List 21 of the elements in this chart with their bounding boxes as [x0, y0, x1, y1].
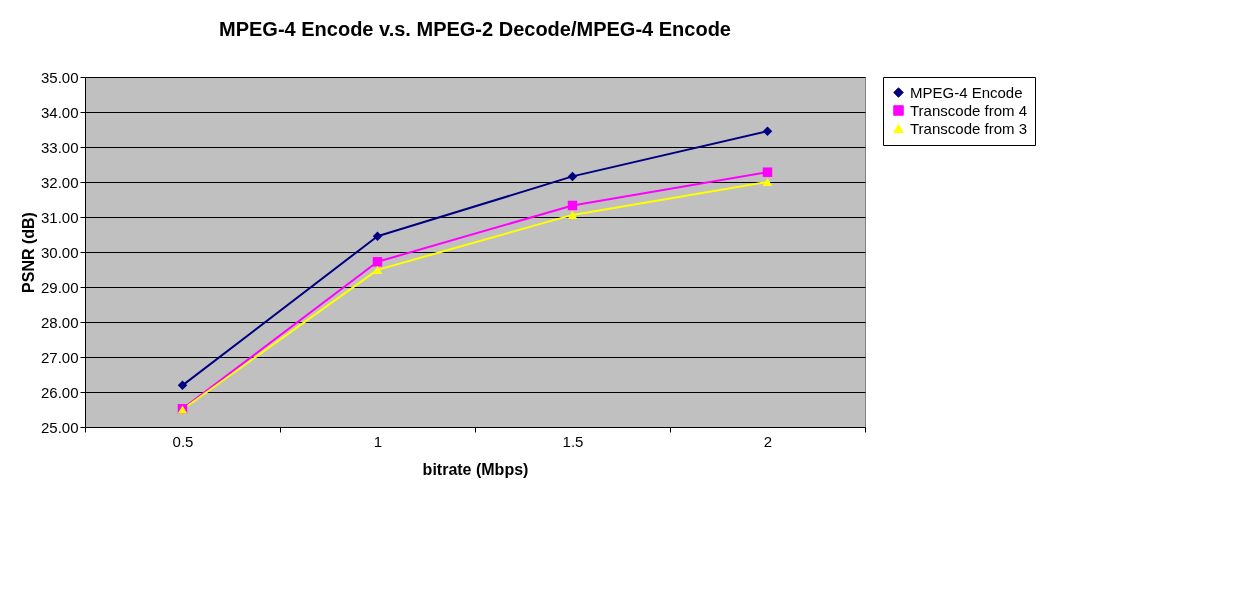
- y-tick-label: 32.00: [40, 173, 79, 191]
- legend-label: MPEG-4 Encode: [910, 83, 1023, 101]
- y-tick-label: 25.00: [40, 418, 79, 436]
- legend-label: Transcode from 3: [910, 119, 1027, 137]
- y-axis-title: PSNR (dB): [19, 212, 37, 293]
- y-tick-label: 29.00: [40, 278, 79, 296]
- legend-label: Transcode from 4: [910, 101, 1027, 119]
- y-tick-label: 27.00: [40, 348, 79, 366]
- y-tick-label: 26.00: [40, 383, 79, 401]
- y-tick-label: 31.00: [40, 208, 79, 226]
- x-tick-label: 1: [373, 432, 383, 450]
- y-tick-label: 30.00: [40, 243, 79, 261]
- x-axis-title: bitrate (Mbps): [422, 460, 529, 478]
- y-tick-label: 33.00: [40, 138, 79, 156]
- y-tick-label: 35.00: [40, 68, 79, 86]
- y-tick-label: 28.00: [40, 313, 79, 331]
- x-tick-label: 0.5: [172, 432, 194, 450]
- x-tick-label: 1.5: [562, 432, 584, 450]
- x-tick-label: 2: [763, 432, 773, 450]
- chart-title: MPEG-4 Encode v.s. MPEG-2 Decode/MPEG-4 Encode: [219, 18, 731, 40]
- y-tick-label: 34.00: [40, 103, 79, 121]
